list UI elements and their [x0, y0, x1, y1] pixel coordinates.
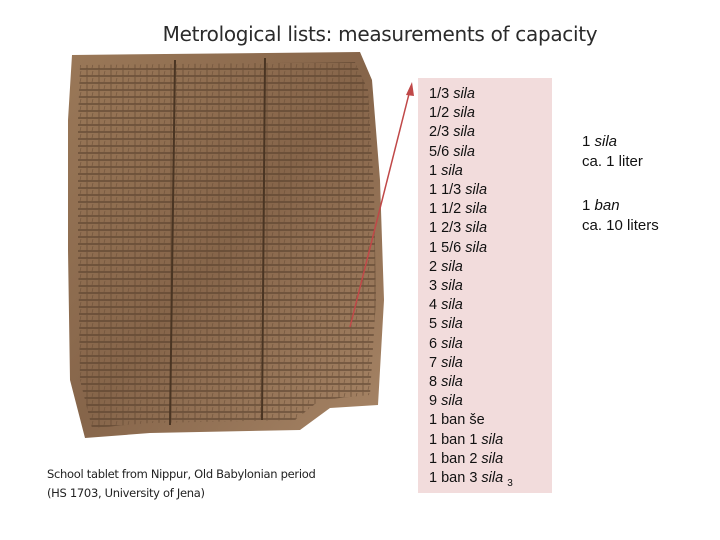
- quantity: 7: [429, 354, 438, 371]
- quantity: 3: [429, 278, 438, 295]
- tablet-signs: [78, 62, 376, 428]
- unit: sila: [441, 162, 463, 179]
- quantity: 4: [429, 297, 438, 314]
- unit: sila: [441, 393, 463, 410]
- note-unit: 1 sila: [582, 132, 643, 152]
- list-item: 3 sila: [429, 277, 513, 296]
- unit: sila: [453, 143, 475, 160]
- list-item: 1 1/3 sila: [429, 181, 513, 200]
- unit: sila: [441, 258, 463, 275]
- list-item: 1/2 sila: [429, 104, 513, 123]
- unit: sila: [481, 450, 504, 467]
- unit: sila: [441, 354, 463, 371]
- unit: sila: [453, 105, 475, 122]
- quantity: 6: [429, 335, 438, 352]
- quantity: 1: [582, 197, 591, 214]
- list-item: 1 ban 3 sila 3: [429, 469, 513, 493]
- list-box: [418, 78, 552, 493]
- list-item: 5 sila: [429, 315, 513, 334]
- unit: sila: [465, 220, 488, 237]
- unit: sila: [441, 278, 463, 295]
- list-item: 2/3 sila: [429, 123, 513, 142]
- unit: sila: [594, 133, 618, 150]
- list-item: 1 ban še: [429, 411, 513, 430]
- list-item: 1 1/2 sila: [429, 200, 513, 219]
- list-item: 5/6 sila: [429, 143, 513, 162]
- slide-title: Metrological lists: measurements of capa…: [162, 22, 598, 46]
- list-item: 7 sila: [429, 354, 513, 373]
- quantity: 1 2/3: [429, 220, 462, 237]
- quantity: 2/3: [429, 124, 450, 141]
- unit: ban: [594, 197, 620, 214]
- list-item: 1 ban 2 sila: [429, 450, 513, 469]
- quantity: 9: [429, 393, 438, 410]
- quantity: 1/3: [429, 86, 450, 102]
- quantity: 1 ban 2: [429, 450, 478, 467]
- unit: sila: [465, 239, 488, 256]
- quantity: 1 ban 1: [429, 431, 478, 448]
- note-equivalent: ca. 1 liter: [582, 153, 643, 170]
- unit: sila: [453, 124, 475, 141]
- unit: sila: [481, 470, 504, 487]
- unit: sila: [481, 431, 504, 448]
- tablet-column-divider: [261, 57, 266, 421]
- unit: sila: [441, 297, 463, 314]
- unit: sila: [465, 182, 488, 199]
- pointer-arrowhead: [406, 82, 414, 96]
- list-item: 1/3 sila: [429, 85, 513, 104]
- note: 1 ban ca. 10 liters: [582, 196, 659, 236]
- pointer-arrow: [349, 89, 411, 328]
- unit: sila: [441, 316, 463, 333]
- note-unit: 1 ban: [582, 196, 659, 216]
- unit: sila: [453, 86, 475, 102]
- tablet-column-divider: [169, 59, 176, 426]
- list-item: 6 sila: [429, 335, 513, 354]
- list-item: 9 sila: [429, 392, 513, 411]
- quantity: 5: [429, 316, 438, 333]
- list-item: 8 sila: [429, 373, 513, 392]
- unit: sila: [441, 374, 463, 391]
- quantity: 1 1/2: [429, 201, 462, 218]
- caption-line: (HS 1703, University of Jena): [47, 486, 205, 500]
- caption-line: School tablet from Nippur, Old Babylonia…: [47, 467, 316, 481]
- list-item: 1 ban 1 sila: [429, 431, 513, 450]
- quantity: 1: [582, 133, 591, 150]
- list-item: 2 sila: [429, 258, 513, 277]
- list-item: 4 sila: [429, 296, 513, 315]
- quantity: 1 ban še: [429, 412, 485, 429]
- unit: sila: [465, 201, 488, 218]
- list-item: 1 5/6 sila: [429, 239, 513, 258]
- list-item: 1 2/3 sila: [429, 219, 513, 238]
- note-equivalent: ca. 10 liters: [582, 217, 659, 234]
- note: 1 sila ca. 1 liter: [582, 132, 643, 172]
- capacity-list: 1/3 sila 1/2 sila 2/3 sila 5/6 sila 1 sila 1 …: [429, 85, 513, 493]
- caption: School tablet from Nippur, Old Babylonia…: [47, 465, 316, 503]
- slide-number: 3: [507, 477, 513, 489]
- quantity: 5/6: [429, 143, 450, 160]
- list-item: 1 sila: [429, 162, 513, 181]
- quantity: 1/2: [429, 105, 450, 122]
- quantity: 8: [429, 374, 438, 391]
- unit: sila: [441, 335, 463, 352]
- quantity: 1 1/3: [429, 182, 462, 199]
- quantity: 1 5/6: [429, 239, 462, 256]
- quantity: 1 ban 3: [429, 470, 478, 487]
- quantity: 1: [429, 162, 438, 179]
- quantity: 2: [429, 258, 438, 275]
